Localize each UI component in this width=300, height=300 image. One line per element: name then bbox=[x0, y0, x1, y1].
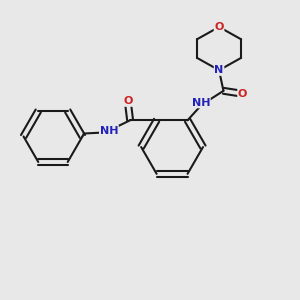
Text: O: O bbox=[214, 22, 224, 32]
Text: O: O bbox=[123, 96, 133, 106]
Text: O: O bbox=[238, 89, 247, 99]
Text: NH: NH bbox=[191, 98, 210, 108]
Text: NH: NH bbox=[100, 126, 118, 136]
Text: N: N bbox=[214, 65, 224, 75]
